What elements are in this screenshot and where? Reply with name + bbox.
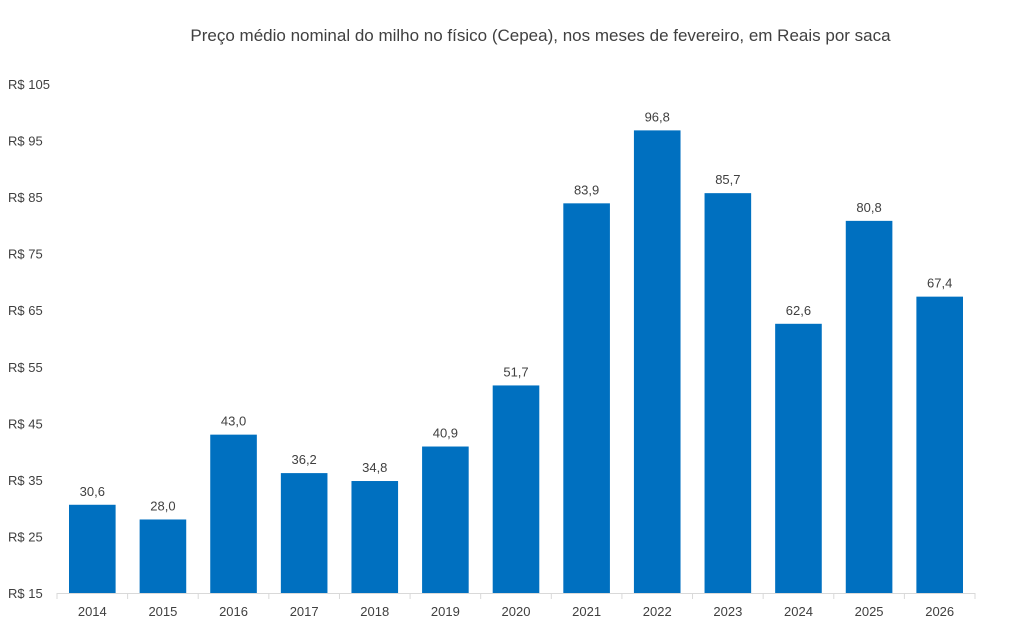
chart-title: Preço médio nominal do milho no físico (… bbox=[190, 26, 891, 45]
x-tick-label: 2025 bbox=[855, 604, 884, 619]
x-tick-label: 2019 bbox=[431, 604, 460, 619]
x-tick-label: 2024 bbox=[784, 604, 813, 619]
y-tick-label: R$ 105 bbox=[8, 77, 50, 92]
y-tick-label: R$ 25 bbox=[8, 529, 43, 544]
y-tick-label: R$ 75 bbox=[8, 247, 43, 262]
data-label-2023: 85,7 bbox=[715, 172, 740, 187]
y-tick-label: R$ 65 bbox=[8, 303, 43, 318]
x-tick-label: 2016 bbox=[219, 604, 248, 619]
x-tick-label: 2014 bbox=[78, 604, 107, 619]
x-tick-label: 2022 bbox=[643, 604, 672, 619]
data-label-2017: 36,2 bbox=[291, 452, 316, 467]
bar-2021 bbox=[563, 203, 610, 594]
data-label-2022: 96,8 bbox=[645, 109, 670, 124]
data-label-2016: 43,0 bbox=[221, 414, 246, 429]
data-label-2021: 83,9 bbox=[574, 182, 599, 197]
x-tick-label: 2017 bbox=[290, 604, 319, 619]
x-axis: 2014 2015 2016 2017 2018 2019 2020 2021 2022 2023… bbox=[56, 593, 976, 619]
bar-2023 bbox=[704, 193, 752, 593]
data-label-2014: 30,6 bbox=[80, 484, 105, 499]
data-label-2020: 51,7 bbox=[503, 364, 528, 379]
y-tick-label: R$ 45 bbox=[8, 416, 43, 431]
x-tick-label: 2023 bbox=[713, 604, 742, 619]
data-label-2026: 67,4 bbox=[927, 276, 952, 291]
x-tick-label: 2021 bbox=[572, 604, 601, 619]
y-tick-label: R$ 35 bbox=[8, 473, 43, 488]
bar-2015 bbox=[139, 519, 187, 593]
bar-2025 bbox=[845, 220, 893, 593]
y-tick-label: R$ 95 bbox=[8, 134, 43, 149]
y-axis: R$ 15 R$ 25 R$ 35 R$ 45 R$ 55 R$ 65 R$ 75 R$ 85… bbox=[8, 77, 50, 601]
bar-2014 bbox=[69, 504, 116, 593]
data-labels: 30,6 28,0 43,0 36,2 34,8 40,9 51,7 83,9 96,8 85,7… bbox=[80, 109, 953, 513]
x-tick-label: 2018 bbox=[360, 604, 389, 619]
bar-2026 bbox=[916, 296, 963, 593]
data-label-2015: 28,0 bbox=[150, 498, 175, 513]
bar-2016 bbox=[210, 434, 257, 593]
bar-2018 bbox=[351, 481, 399, 593]
y-tick-label: R$ 15 bbox=[8, 586, 43, 601]
bar-2020 bbox=[492, 385, 540, 593]
bar-2017 bbox=[280, 473, 328, 593]
data-label-2018: 34,8 bbox=[362, 460, 387, 475]
bar-2019 bbox=[422, 446, 469, 593]
bar-2024 bbox=[775, 323, 822, 593]
y-tick-label: R$ 85 bbox=[8, 190, 43, 205]
x-tick-label: 2020 bbox=[502, 604, 531, 619]
y-tick-label: R$ 55 bbox=[8, 360, 43, 375]
bar-2022 bbox=[633, 130, 681, 593]
data-label-2024: 62,6 bbox=[786, 303, 811, 318]
x-tick-label: 2026 bbox=[925, 604, 954, 619]
data-label-2025: 80,8 bbox=[856, 200, 881, 215]
bars bbox=[69, 130, 963, 594]
x-tick-label: 2015 bbox=[148, 604, 177, 619]
data-label-2019: 40,9 bbox=[433, 426, 458, 441]
